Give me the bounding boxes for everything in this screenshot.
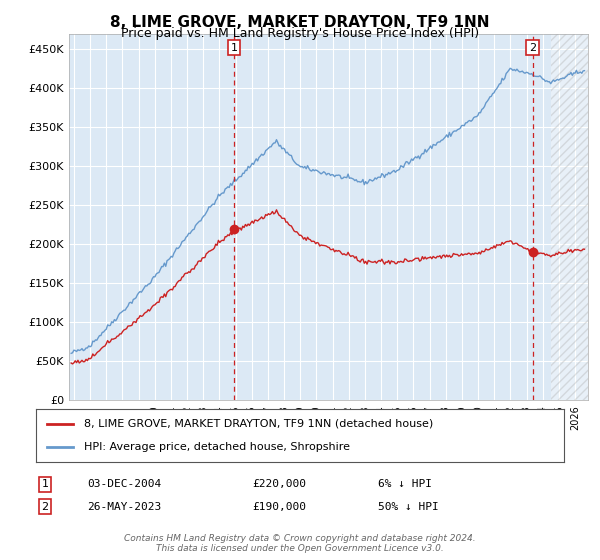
- Text: 2: 2: [41, 502, 49, 512]
- Text: 03-DEC-2004: 03-DEC-2004: [87, 479, 161, 489]
- Text: 2: 2: [529, 43, 536, 53]
- Text: Contains HM Land Registry data © Crown copyright and database right 2024.
This d: Contains HM Land Registry data © Crown c…: [124, 534, 476, 553]
- Text: 8, LIME GROVE, MARKET DRAYTON, TF9 1NN: 8, LIME GROVE, MARKET DRAYTON, TF9 1NN: [110, 15, 490, 30]
- Bar: [551, 34, 600, 400]
- Text: 1: 1: [230, 43, 238, 53]
- Text: 26-MAY-2023: 26-MAY-2023: [87, 502, 161, 512]
- Text: HPI: Average price, detached house, Shropshire: HPI: Average price, detached house, Shro…: [83, 442, 350, 452]
- Text: £190,000: £190,000: [252, 502, 306, 512]
- Text: Price paid vs. HM Land Registry's House Price Index (HPI): Price paid vs. HM Land Registry's House …: [121, 27, 479, 40]
- Text: 50% ↓ HPI: 50% ↓ HPI: [378, 502, 439, 512]
- Text: £220,000: £220,000: [252, 479, 306, 489]
- Text: 1: 1: [41, 479, 49, 489]
- Text: 6% ↓ HPI: 6% ↓ HPI: [378, 479, 432, 489]
- Text: 8, LIME GROVE, MARKET DRAYTON, TF9 1NN (detached house): 8, LIME GROVE, MARKET DRAYTON, TF9 1NN (…: [83, 419, 433, 429]
